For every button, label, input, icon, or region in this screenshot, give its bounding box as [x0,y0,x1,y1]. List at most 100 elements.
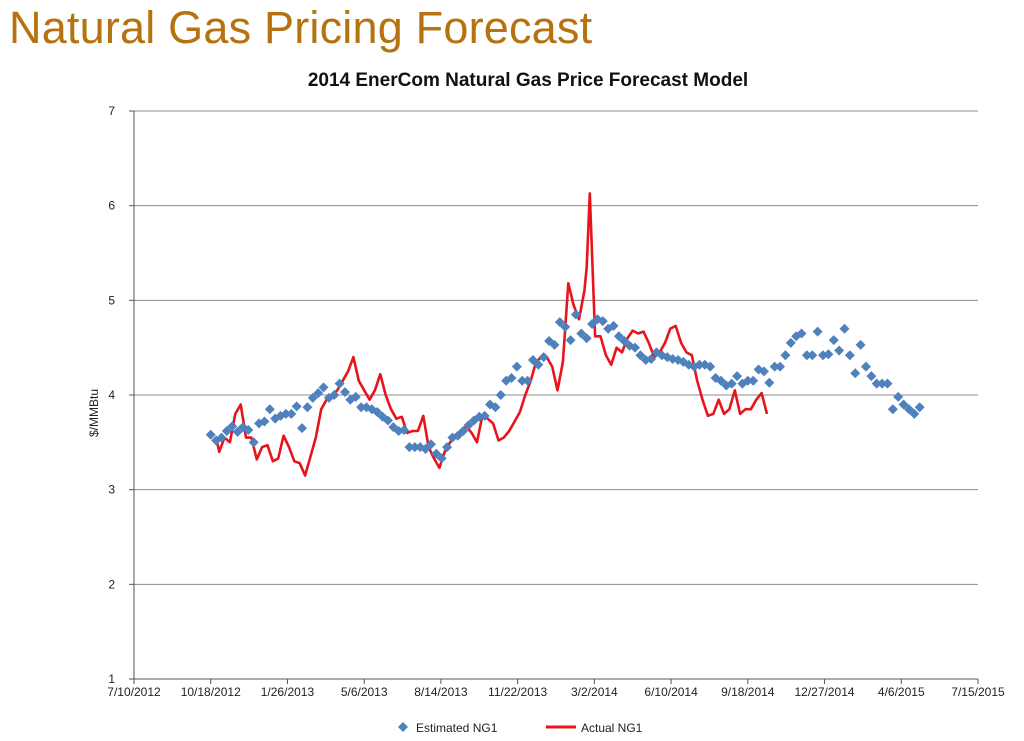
y-tick-label: 1 [108,672,115,686]
estimated-ng1-point [458,425,469,436]
estimated-ng1-point [570,309,581,320]
slide-title: Natural Gas Pricing Forecast [9,2,593,53]
estimated-ng1-point [318,382,329,393]
axes [129,110,979,684]
estimated-ng1-point [839,323,850,334]
estimated-ng1-point [646,354,657,365]
estimated-ng1-point [205,429,216,440]
x-tick-label: 6/10/2014 [644,685,698,699]
estimated-ng1-point [882,378,893,389]
y-axis-label: $/MMBtu [87,389,101,437]
actual-ng1-line [214,192,769,477]
estimated-ng1-point [522,375,533,386]
estimated-ng1-point [898,399,909,410]
estimated-ng1-point [866,371,877,382]
estimated-ng1-point [232,426,243,437]
estimated-ng1-point [495,390,506,400]
estimated-ng1-point [372,407,383,418]
estimated-ng1-point [909,408,920,419]
estimated-ng1-point [565,335,576,346]
estimated-ng1-point [340,387,350,398]
estimated-ng1-point [630,342,641,353]
estimated-ng1-point [903,404,914,415]
estimated-ng1-point [227,421,238,432]
estimated-ng1-point [425,439,436,450]
estimated-ng1-point [554,317,565,328]
estimated-ng1-point [812,326,823,337]
estimated-ng1-point [758,366,769,377]
x-tick-label: 5/6/2013 [341,685,388,699]
estimated-ng1-point [431,448,442,459]
estimated-ng1-point [313,388,324,399]
estimated-ng1-point [248,437,259,448]
estimated-ng1-point [715,375,726,386]
estimated-ng1-point [511,361,522,372]
y-tick-label: 5 [108,293,115,307]
estimated-ng1-point [436,453,447,464]
estimated-ng1-point [844,350,855,361]
legend-item-estimated: Estimated NG1 [398,721,498,735]
estimated-ng1-point [221,425,232,436]
estimated-ng1-point [334,378,345,389]
y-tick-label: 2 [108,577,115,591]
x-tick-label: 3/2/2014 [571,685,618,699]
estimated-ng1-point [291,401,302,412]
estimated-ng1-point [828,335,839,346]
estimated-ng1-point [302,402,313,413]
estimated-ng1-point [216,432,227,443]
estimated-ng1-point [404,442,415,453]
estimated-ng1-point [877,378,888,389]
estimated-ng1-point [726,378,737,389]
estimated-ng1-point [823,349,834,360]
estimated-ng1-point [297,423,308,434]
estimated-ng1-point [560,321,571,332]
x-tick-label: 1/26/2013 [261,685,315,699]
estimated-ng1-point [356,402,367,413]
estimated-ng1-point [382,415,393,426]
legend-label-actual: Actual NG1 [581,721,643,735]
gridlines [134,110,978,585]
estimated-ng1-point [350,391,361,402]
legend-marker-estimated [398,722,408,732]
estimated-ng1-point [533,359,544,370]
estimated-ng1-point [307,392,318,403]
estimated-ng1-point [785,337,796,348]
estimated-ng1-point [742,375,753,386]
x-tick-label: 7/10/2012 [107,685,161,699]
estimated-ng1-point [517,375,528,386]
x-tick-label: 10/18/2012 [181,685,241,699]
series-layer [205,192,925,477]
estimated-ng1-point [801,350,812,361]
estimated-ng1-point [259,416,270,427]
estimated-ng1-point [581,333,592,344]
estimated-ng1-point [420,443,431,454]
estimated-ng1-point [597,316,608,327]
chart-title: 2014 EnerCom Natural Gas Price Forecast … [308,70,748,91]
x-tick-label: 11/22/2013 [488,685,547,699]
estimated-ng1-point [860,361,871,372]
estimated-ng1-point [490,402,501,413]
y-tick-label: 4 [108,388,115,402]
estimated-ng1-point [280,408,291,419]
legend: Estimated NG1 Actual NG1 [398,721,643,735]
estimated-ng1-point [764,377,775,388]
estimated-ng1-point [694,359,705,370]
estimated-ng1-point [479,410,490,421]
y-axis-ticks: 1 2 3 4 5 6 7 [108,104,115,686]
y-tick-label: 7 [108,104,115,118]
estimated-ng1-point [549,339,560,350]
estimated-ng1-point [705,361,716,372]
estimated-ng1-point [807,350,818,361]
estimated-ng1-point [442,442,453,453]
estimated-ng1-point [587,319,598,329]
estimated-ng1-point [732,371,743,382]
estimated-ng1-point [409,442,420,453]
estimated-ng1-point [893,391,904,402]
estimated-ng1-point [871,378,882,389]
estimated-ng1-point [780,350,791,361]
estimated-ng1-point [243,425,254,436]
estimated-ng1-point [834,345,845,356]
estimated-ng1-point [399,425,410,436]
estimated-ng1-point [635,350,646,361]
